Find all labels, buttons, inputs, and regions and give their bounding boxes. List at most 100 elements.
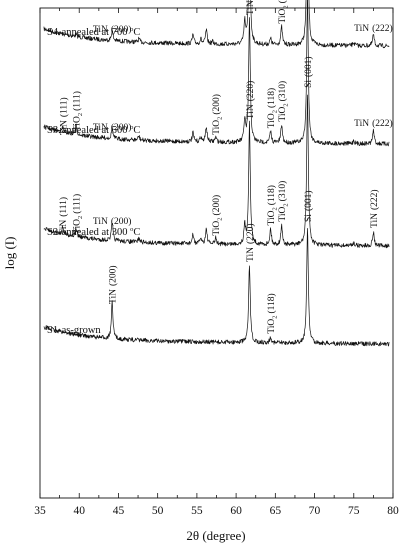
peak-label: TiN(220) — [245, 0, 256, 15]
peak-label-phase: TiO — [278, 106, 288, 121]
peak-label-phase: TiO — [278, 206, 288, 221]
series-layer — [43, 0, 390, 347]
x-tick-label: 45 — [113, 505, 125, 517]
peak-label-subscript: 2 — [283, 103, 290, 106]
peak-label: TiO2 (118) — [266, 293, 279, 333]
peak-label-subscript: 2 — [77, 113, 84, 116]
peak-label: TiN(200) — [93, 122, 132, 133]
peak-label-hkl: (111) — [58, 197, 69, 217]
peak-label-hkl: (111) — [72, 91, 83, 111]
sample-label-degree: o — [130, 226, 133, 233]
peak-label-hkl: (220) — [245, 223, 256, 244]
peak-label-phase: TiO — [267, 319, 277, 334]
peak-label: TiN (200) — [108, 265, 119, 304]
peak-label-phase: TiN — [246, 0, 256, 15]
peak-label: TiN (220) — [245, 81, 256, 120]
plot-frame — [39, 7, 394, 499]
peak-label: TiN (111) — [58, 97, 69, 135]
peak-label: TiO2(310) — [277, 0, 290, 24]
peak-label: TiN (111) — [58, 197, 69, 235]
x-tick-layer: 35 40 45 50 55 60 65 70 75 80 — [34, 8, 399, 517]
peak-label-hkl: (001) — [303, 190, 314, 211]
sample-label-text: S3-annealed at 500 — [47, 125, 130, 136]
peak-label: TiN(222) — [354, 23, 393, 34]
peak-label-phase: TiN — [93, 217, 108, 227]
sample-label: S2-annealed at 300 oC — [47, 226, 140, 238]
peak-label: TiN(220) — [245, 223, 256, 262]
peak-label-phase: TiO — [212, 120, 222, 135]
peak-label-hkl: (200) — [211, 195, 222, 216]
peak-label-phase: Si — [304, 80, 314, 88]
peak-label: TiN(200) — [93, 216, 132, 227]
peak-label-phase: TiO — [73, 219, 83, 234]
sample-label-degree: o — [130, 124, 133, 131]
peak-label-phase: TiN — [246, 104, 256, 119]
peak-label-hkl: (222) — [369, 189, 380, 210]
peak-label-hkl: (111) — [72, 194, 83, 214]
peak-label-hkl: (200) — [111, 122, 132, 133]
peak-label-phase: TiN — [109, 289, 119, 304]
sample-label-degree: o — [130, 26, 133, 33]
sample-label: S1-as-grown — [47, 325, 101, 336]
x-tick-label: 60 — [230, 505, 242, 517]
sample-label-text: S1-as-grown — [47, 325, 101, 336]
peak-label: TiN (222) — [369, 189, 380, 228]
peak-label-hkl: (200) — [211, 94, 222, 115]
x-tick-label: 35 — [34, 505, 46, 517]
peak-label-hkl: (222) — [372, 23, 393, 34]
x-tick-label: 40 — [73, 505, 85, 517]
peak-label-subscript: 2 — [272, 110, 279, 113]
x-tick-label: 70 — [309, 505, 321, 517]
peak-label: TiN(200) — [93, 24, 132, 35]
x-tick-label: 80 — [387, 505, 399, 517]
peak-label: TiO2 (111) — [72, 194, 85, 234]
peak-label-hkl: (200) — [108, 265, 119, 286]
peak-label-phase: TiN — [59, 220, 69, 235]
peak-label-subscript: 2 — [283, 203, 290, 206]
sample-label-unit: C — [133, 227, 140, 238]
annotation-layer: TiN(200)TiN(220)TiO2(310)TiN(222)TiN(111… — [58, 0, 392, 334]
sample-label-unit: C — [133, 27, 140, 38]
peak-label-phase: TiN — [370, 213, 380, 228]
series-line-1 — [43, 0, 390, 49]
peak-label-hkl: (118) — [266, 88, 277, 108]
sample-label: S3-annealed at 500 oC — [47, 124, 140, 136]
peak-label-hkl: (118) — [266, 293, 277, 313]
peak-label-phase: TiN — [59, 120, 69, 135]
peak-label-subscript: 2 — [77, 216, 84, 219]
series-line-3 — [43, 94, 390, 249]
series-line-4 — [43, 228, 390, 347]
peak-label-subscript: 2 — [272, 207, 279, 210]
peak-label: TiO2 (200) — [211, 94, 224, 135]
peak-label-hkl: (310) — [277, 81, 288, 102]
peak-label-subscript: 2 — [217, 117, 224, 120]
peak-label-phase: TiN — [93, 25, 108, 35]
peak-label-phase: TiO — [267, 113, 277, 128]
sample-label-unit: C — [133, 125, 140, 136]
sample-label-text: S4-annealed at 700 — [47, 27, 130, 38]
peak-label-subscript: 2 — [283, 5, 290, 8]
x-tick-label: 50 — [152, 505, 164, 517]
peak-label: TiN(222) — [354, 118, 393, 129]
peak-label-hkl: (118) — [266, 185, 277, 205]
peak-label-phase: TiO — [73, 116, 83, 131]
peak-label-hkl: (220) — [245, 81, 256, 102]
peak-label-subscript: 2 — [272, 316, 279, 319]
peak-label: TiO2 (118) — [266, 185, 279, 225]
peak-label: TiO2 (111) — [72, 91, 85, 131]
peak-label: TiO2(310) — [277, 81, 290, 122]
peak-label: TiO2 (118) — [266, 88, 279, 128]
peak-label-phase: TiO — [278, 9, 288, 24]
peak-label: TiO2(310) — [277, 181, 290, 222]
peak-label: Si (001) — [303, 190, 314, 222]
peak-label-hkl: (200) — [111, 24, 132, 35]
x-axis-label: 2θ (degree) — [186, 528, 245, 543]
peak-label-hkl: (222) — [372, 118, 393, 129]
x-tick-label: 75 — [348, 505, 360, 517]
peak-label-phase: Si — [304, 214, 314, 222]
peak-label: Si (001) — [303, 56, 314, 88]
peak-label: TiO2(200) — [211, 195, 224, 236]
peak-label-phase: TiN — [354, 24, 369, 34]
